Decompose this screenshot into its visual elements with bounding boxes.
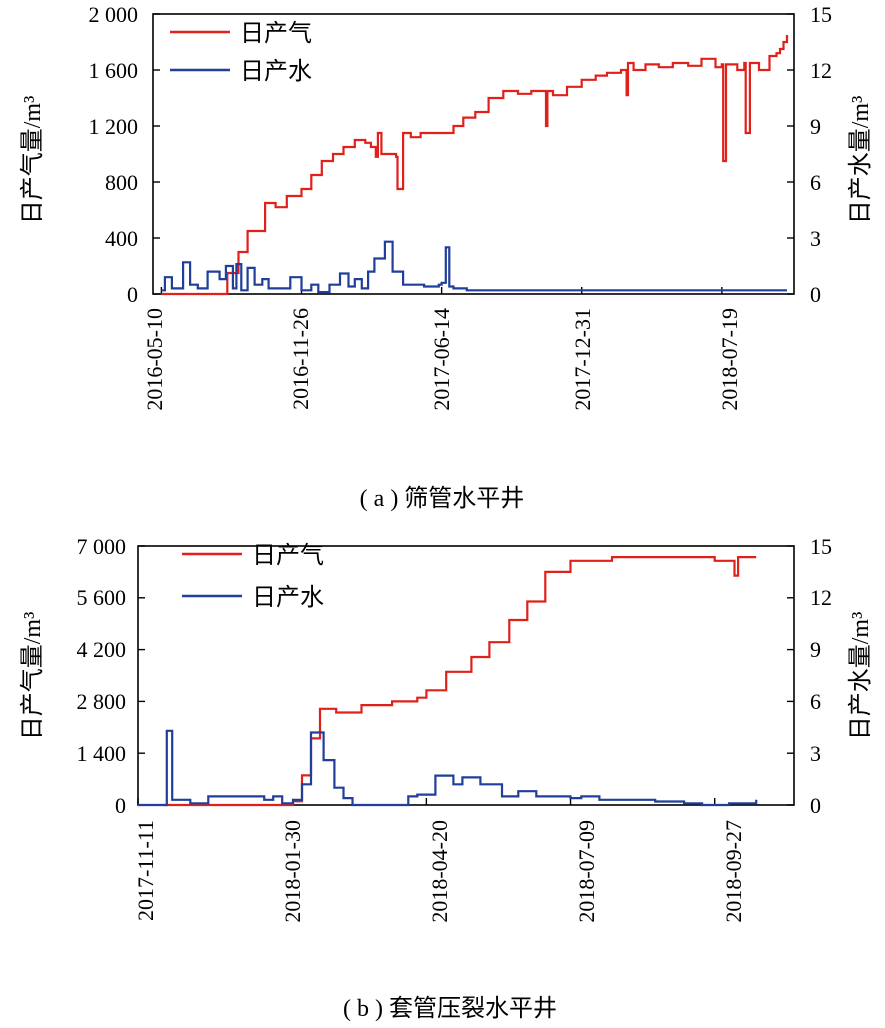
- y-right-label-a: 日产水量/m³: [847, 96, 874, 225]
- y-left-tick-b-4: 5 600: [77, 585, 127, 610]
- y-left-tick-b-3: 4 200: [77, 637, 127, 662]
- series-b: [138, 556, 758, 807]
- y-left-ticklabels-a: 0 400 800 1 200 1 600 2 000: [89, 2, 139, 307]
- y-left-ticklabels-b: 0 1 400 2 800 4 200 5 600 7 000: [77, 534, 127, 818]
- x-tick-b-4: 2018-09-27: [721, 820, 746, 923]
- y-left-tick-b-1: 1 400: [77, 741, 127, 766]
- y-left-tick-a-0: 0: [127, 282, 138, 307]
- y-right-ticklabels-a: 0 3 6 9 12 15: [810, 2, 832, 307]
- x-tick-b-1: 2018-01-30: [280, 820, 305, 923]
- x-tick-a-0: 2016-05-10: [142, 308, 167, 411]
- y-left-tick-b-5: 7 000: [77, 534, 127, 559]
- y-left-tick-a-4: 1 600: [89, 58, 139, 83]
- y-left-tick-a-5: 2 000: [89, 2, 139, 27]
- y-right-tick-b-1: 3: [810, 741, 821, 766]
- y-left-label-a: 日产气量/m³: [19, 96, 46, 225]
- legend-a: 日产气 日产水: [170, 20, 312, 85]
- caption-b: ( b ) 套管压裂水平井: [343, 995, 557, 1022]
- x-ticklabels-a: 2016-05-10 2016-11-26 2017-06-14 2017-12…: [142, 308, 742, 411]
- x-tick-b-3: 2018-07-09: [574, 820, 599, 923]
- chart-b: 0 1 400 2 800 4 200 5 600 7 000 0 3 6 9 …: [19, 534, 874, 1022]
- y-right-tick-b-3: 9: [810, 637, 821, 662]
- y-right-tick-b-0: 0: [810, 793, 821, 818]
- legend-label-water-a: 日产水: [240, 58, 312, 85]
- x-tick-a-3: 2017-12-31: [570, 308, 595, 411]
- y-left-label-b: 日产气量/m³: [19, 612, 46, 741]
- x-tick-a-4: 2018-07-19: [717, 308, 742, 411]
- legend-label-gas-b: 日产气: [252, 542, 324, 569]
- y-right-tick-b-2: 6: [810, 689, 821, 714]
- y-left-tick-a-2: 800: [105, 170, 138, 195]
- x-tick-a-2: 2017-06-14: [429, 308, 454, 411]
- water-series-line-b: [138, 729, 758, 807]
- x-tick-b-0: 2017-11-11: [133, 820, 158, 921]
- water-series-line-a: [161, 240, 787, 294]
- x-tick-a-1: 2016-11-26: [288, 308, 313, 410]
- y-right-label-b: 日产水量/m³: [847, 612, 874, 741]
- y-right-tick-a-4: 12: [810, 58, 832, 83]
- y-right-tick-a-1: 3: [810, 226, 821, 251]
- y-left-tick-a-1: 400: [105, 226, 138, 251]
- y-right-tick-a-5: 15: [810, 2, 832, 27]
- legend-label-gas-a: 日产气: [240, 20, 312, 47]
- y-right-tick-a-3: 9: [810, 114, 821, 139]
- chart-a: 0 400 800 1 200 1 600 2 000 0 3 6 9 12 1…: [19, 2, 874, 512]
- plot-frame-a: [152, 13, 795, 295]
- y-right-tick-a-2: 6: [810, 170, 821, 195]
- ticks-a: [153, 13, 794, 295]
- caption-a: ( a ) 筛管水平井: [360, 485, 525, 512]
- plot-frame-b: [137, 545, 795, 806]
- y-right-tick-b-4: 12: [810, 585, 832, 610]
- y-left-tick-b-0: 0: [115, 793, 126, 818]
- gas-series-line-b: [163, 556, 757, 807]
- y-left-tick-b-2: 2 800: [77, 689, 127, 714]
- legend-label-water-b: 日产水: [252, 584, 324, 611]
- series-a: [161, 35, 789, 296]
- gas-series-line-a: [161, 35, 789, 296]
- y-left-tick-a-3: 1 200: [89, 114, 139, 139]
- legend-b: 日产气 日产水: [182, 542, 324, 611]
- x-ticklabels-b: 2017-11-11 2018-01-30 2018-04-20 2018-07…: [133, 820, 746, 923]
- x-tick-b-2: 2018-04-20: [427, 820, 452, 923]
- y-right-tick-a-0: 0: [810, 282, 821, 307]
- ticks-b: [137, 545, 794, 806]
- y-right-tick-b-5: 15: [810, 534, 832, 559]
- y-right-ticklabels-b: 0 3 6 9 12 15: [810, 534, 832, 818]
